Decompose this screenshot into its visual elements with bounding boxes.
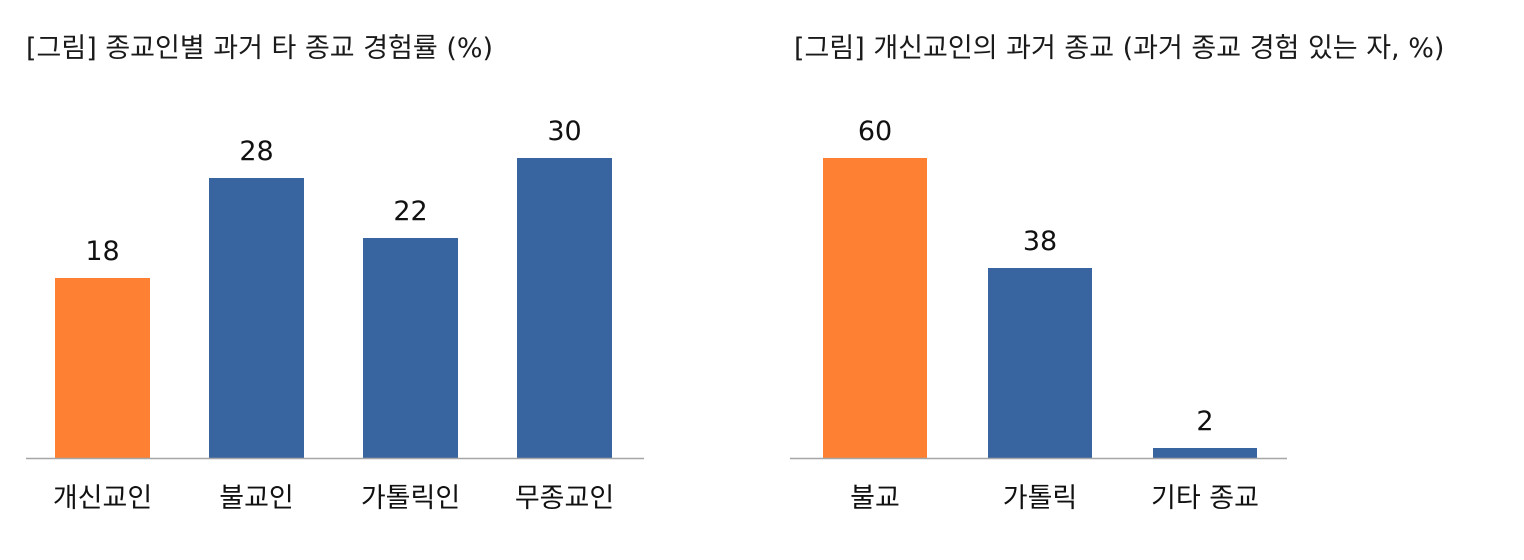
category-label: 불교 [850,483,900,514]
chart-religion-switch-rate: [그림] 종교인별 과거 타 종교 경험률 (%) 18 개신교인 28 불교인 22 가… [0,0,700,560]
data-label: 60 [858,116,892,147]
category-label: 기타 종교 [1151,483,1259,514]
bar-3 [363,238,458,458]
bar-4 [517,158,612,458]
data-label: 22 [393,196,427,227]
data-label: 30 [547,116,581,147]
chart-title: [그림] 개신교인의 과거 종교 (과거 종교 경험 있는 자, %) [794,33,1445,64]
data-label: 18 [85,236,119,267]
data-label: 2 [1196,406,1213,437]
bar-2 [209,178,304,458]
bar-1 [55,278,150,458]
bar-chart-svg: 18 개신교인 28 불교인 22 가톨릭인 30 무종교인 [26,116,644,514]
data-label: 38 [1023,226,1057,257]
bar-2 [988,268,1092,458]
category-label: 가톨릭인 [361,483,460,514]
chart-protestant-past-religion: [그림] 개신교인의 과거 종교 (과거 종교 경험 있는 자, %) 60 불교… [760,0,1524,560]
bar-chart-svg: 60 불교 38 가톨릭 2 기타 종교 [790,116,1287,514]
data-label: 28 [239,136,273,167]
category-label: 개신교인 [53,483,152,514]
category-label: 가톨릭 [1003,483,1078,514]
category-label: 불교인 [219,483,294,514]
bar-1 [823,158,927,458]
category-label: 무종교인 [515,483,614,514]
chart-title: [그림] 종교인별 과거 타 종교 경험률 (%) [26,33,494,64]
bar-3 [1153,448,1257,458]
